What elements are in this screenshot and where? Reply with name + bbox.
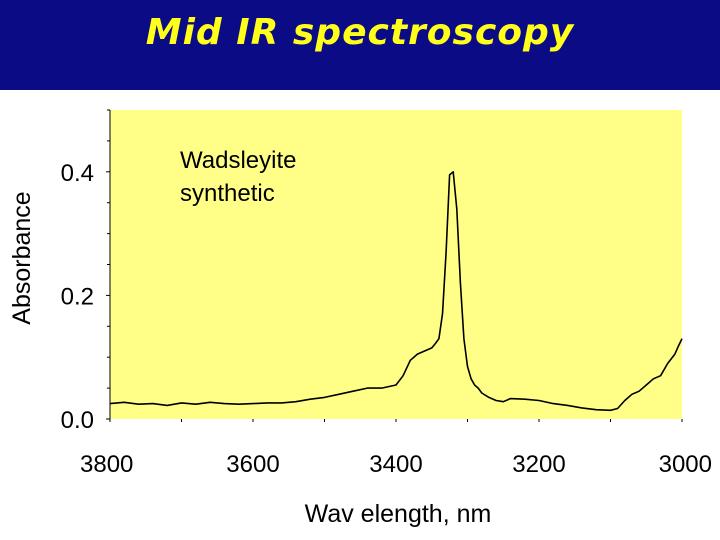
- x-tick-label: 3800: [80, 451, 133, 478]
- title-banner: Mid IR spectroscopy: [0, 0, 720, 90]
- y-axis-label: Absorbance: [8, 191, 36, 324]
- annotation-line-2: synthetic: [180, 180, 275, 207]
- x-axis-label: Wav elength, nm: [305, 500, 492, 528]
- slide-title: Mid IR spectroscopy: [145, 12, 575, 53]
- spectrum-chart: 0.0 0.2 0.4 3800 3600 3400 3200 3000 Wav elengt…: [8, 109, 712, 528]
- x-tick-label: 3200: [512, 451, 565, 478]
- x-tick-label: 3400: [369, 451, 422, 478]
- plot-area: [110, 110, 682, 419]
- y-tick-label: 0.0: [61, 407, 94, 434]
- y-tick-label: 0.4: [61, 160, 94, 187]
- y-tick-label: 0.2: [61, 283, 94, 310]
- x-tick-label: 3600: [226, 451, 279, 478]
- tick-labels: 0.0 0.2 0.4 3800 3600 3400 3200 3000: [61, 160, 712, 478]
- x-tick-label: 3000: [659, 451, 712, 478]
- absorbance-line: [109, 171, 683, 412]
- sample-annotation: Wadsleyite synthetic: [180, 147, 303, 207]
- tick-marks: [106, 109, 683, 422]
- annotation-line-1: Wadsleyite: [180, 147, 296, 174]
